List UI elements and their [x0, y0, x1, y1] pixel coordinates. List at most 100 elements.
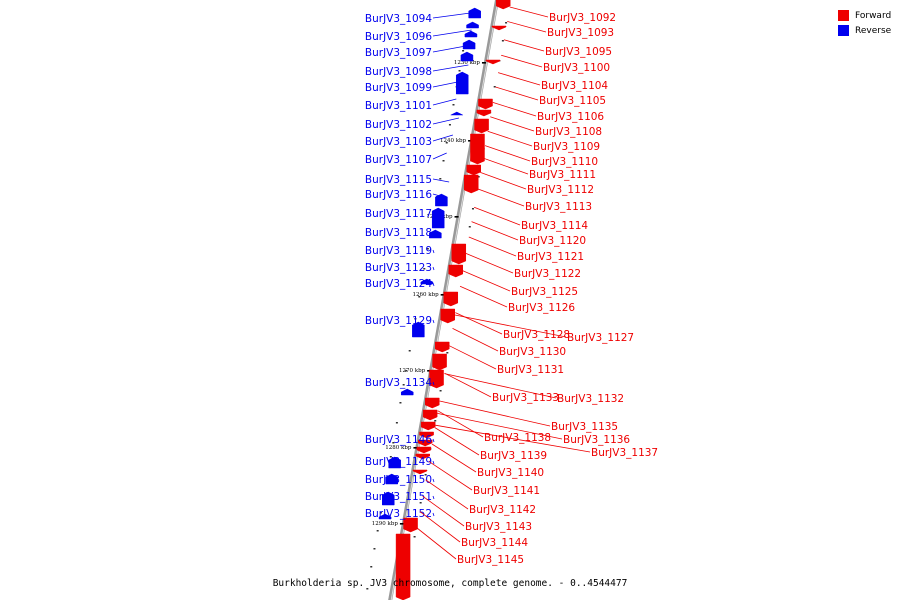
reverse-leader-line [432, 117, 460, 125]
forward-leader-line [444, 372, 492, 398]
forward-leader-line [465, 253, 514, 274]
forward-gene-label: BurJV3_1140 [477, 467, 544, 479]
track-dash [405, 370, 408, 372]
reverse-gene-label: BurJV3_1102 [365, 119, 432, 131]
reverse-gene-feature [378, 513, 392, 520]
forward-leader-line [490, 116, 535, 132]
reverse-gene-feature [466, 21, 479, 29]
tick-label: 1260 kbp [413, 292, 440, 298]
forward-gene-feature [422, 409, 438, 421]
forward-gene-feature [416, 446, 432, 454]
track-dash [392, 442, 395, 444]
legend-item-forward: Forward [838, 8, 891, 23]
forward-gene-label: BurJV3_1104 [541, 80, 608, 92]
reverse-gene-label: BurJV3_1097 [365, 47, 432, 59]
forward-leader-line [444, 373, 557, 399]
track-dash [370, 566, 373, 568]
forward-gene-feature [395, 533, 411, 600]
forward-leader-line [434, 427, 480, 456]
reverse-gene-feature [388, 456, 401, 469]
reverse-gene-label: BurJV3_1123 [365, 262, 432, 274]
forward-leader-line [416, 527, 457, 560]
forward-leader-line [471, 221, 519, 241]
forward-leader-line [459, 285, 508, 308]
track-dash [373, 548, 376, 550]
track-dash [395, 422, 398, 424]
reverse-gene-label: BurJV3_1094 [365, 13, 432, 25]
forward-gene-feature [412, 469, 428, 475]
forward-gene-label: BurJV3_1108 [535, 126, 602, 138]
forward-leader-line [509, 6, 549, 18]
track-dash [445, 142, 448, 144]
forward-gene-feature [415, 453, 430, 460]
forward-gene-feature [443, 291, 459, 307]
reverse-gene-feature [462, 39, 476, 50]
reverse-leader-line [432, 45, 466, 53]
track-dash [419, 502, 422, 504]
reverse-gene-label: BurJV3_1098 [365, 66, 432, 78]
track-dash [458, 70, 461, 72]
forward-gene-label: BurJV3_1139 [480, 450, 547, 462]
track-dash [408, 350, 411, 352]
reverse-gene-label: BurJV3_1151 [365, 491, 432, 503]
reverse-gene-label: BurJV3_1149 [365, 456, 432, 468]
reverse-leader-line [432, 478, 435, 483]
forward-leader-line [428, 461, 473, 491]
forward-leader-line [480, 172, 527, 190]
reverse-leader-line [432, 460, 435, 465]
tick-label: 1290 kbp [372, 521, 399, 527]
tick-mark [427, 370, 432, 372]
reverse-leader-line [432, 231, 440, 236]
tick-mark [481, 62, 486, 64]
reverse-leader-line [432, 319, 435, 324]
reverse-leader-line [432, 29, 472, 37]
forward-leader-line [482, 157, 529, 175]
track-dash [376, 530, 379, 532]
forward-gene-feature [478, 98, 493, 110]
reverse-gene-label: BurJV3_1150 [365, 474, 432, 486]
forward-gene-feature [485, 59, 501, 65]
forward-gene-label: BurJV3_1121 [517, 251, 584, 263]
reverse-gene-feature [468, 7, 481, 19]
reverse-gene-label: BurJV3_1134 [365, 377, 432, 389]
forward-gene-feature [432, 353, 447, 371]
track-dash [439, 178, 442, 180]
reverse-leader-line [432, 64, 469, 72]
forward-gene-label: BurJV3_1135 [551, 421, 618, 433]
reverse-gene-feature [412, 321, 425, 338]
forward-gene-label: BurJV3_1138 [484, 432, 551, 444]
forward-leader-line [462, 270, 511, 292]
reverse-leader-line [432, 249, 435, 254]
track-dash [414, 318, 417, 320]
forward-gene-label: BurJV3_1132 [557, 393, 624, 405]
forward-gene-label: BurJV3_1109 [533, 141, 600, 153]
reverse-gene-feature [450, 111, 463, 116]
forward-gene-label: BurJV3_1136 [563, 434, 630, 446]
reverse-gene-feature [460, 51, 474, 62]
tick-mark [413, 447, 418, 449]
reverse-gene-label: BurJV3_1124 [365, 278, 432, 290]
forward-leader-line [449, 345, 497, 370]
track-dash [468, 226, 471, 228]
forward-gene-label: BurJV3_1100 [543, 62, 610, 74]
forward-leader-line [468, 236, 517, 257]
reverse-gene-label: BurJV3_1096 [365, 31, 432, 43]
legend: Forward Reverse [838, 8, 891, 38]
forward-gene-label: BurJV3_1141 [473, 485, 540, 497]
reverse-leader-line [432, 266, 435, 271]
track-dash [389, 456, 392, 458]
forward-gene-feature [474, 118, 489, 134]
reverse-gene-label: BurJV3_1118 [365, 227, 432, 239]
forward-gene-feature [417, 439, 433, 447]
reverse-gene-feature [385, 473, 398, 485]
track-dash [426, 248, 429, 250]
tick-label: 1270 kbp [399, 368, 426, 374]
reverse-gene-label: BurJV3_1099 [365, 82, 432, 94]
forward-gene-label: BurJV3_1120 [519, 235, 586, 247]
reverse-leader-line [432, 495, 435, 500]
forward-gene-label: BurJV3_1145 [457, 554, 524, 566]
reverse-leader-line [432, 152, 447, 160]
forward-leader-line [507, 21, 547, 33]
reverse-gene-label: BurJV3_1146 [365, 434, 432, 446]
